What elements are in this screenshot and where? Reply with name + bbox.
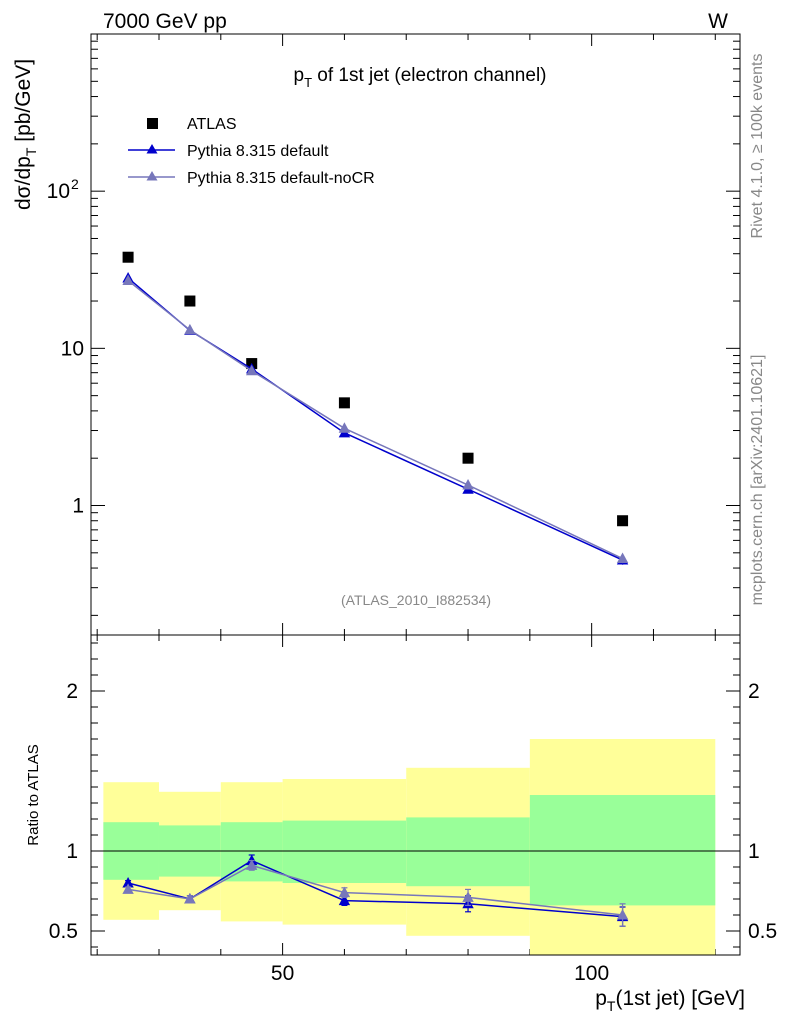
legend-atlas-marker <box>147 118 158 129</box>
nocr-main-point-1 <box>184 323 196 335</box>
analysis-watermark: (ATLAS_2010_I882534) <box>341 592 491 608</box>
nocr-ratio-point-3 <box>338 886 351 898</box>
atlas-data-point-3 <box>338 397 350 409</box>
nocr-ratio-line <box>127 864 623 916</box>
ratio-ytick-label-left-0: 0.5 <box>49 920 78 943</box>
ratio-ytick-label-left-2: 2 <box>66 680 78 703</box>
header-process-label: W <box>708 10 728 33</box>
main-ytick-label-0: 1 <box>72 495 84 518</box>
nocr-main-point-3 <box>338 422 351 433</box>
main-ytick-label-1: 10 <box>61 337 84 360</box>
main-ytick-label-2: 10 <box>47 180 70 203</box>
ratio-xlabel: pT(1st jet) [GeV] <box>595 987 745 1014</box>
pythia-ratio-line <box>127 859 623 918</box>
mcplots-credit-label: mcplots.cern.ch [arXiv:2401.10621] <box>749 355 766 606</box>
ratio-ylabel: Ratio to ATLAS <box>25 744 42 845</box>
main-ylabel: dσ/dpT [pb/GeV] <box>12 59 39 210</box>
nocr-main-point-5 <box>616 552 629 564</box>
ratio-ytick-label-right-1: 1 <box>748 840 760 863</box>
atlas-data-point-5 <box>617 515 629 527</box>
ratio-xtick-label-1: 100 <box>574 962 609 985</box>
nocr-main-line <box>127 279 623 560</box>
nocr-main-point-4 <box>462 479 474 490</box>
ratio-plot-frame <box>90 634 741 956</box>
nocr-ratio-point-5 <box>616 909 629 920</box>
nocr-ratio-point-1 <box>184 893 196 904</box>
ratio-ytick-label-right-2: 2 <box>748 680 760 703</box>
nocr-ratio-point-4 <box>462 891 474 902</box>
ratio-ytick-label-right-0: 0.5 <box>748 920 777 943</box>
rivet-version-label: Rivet 4.1.0, ≥ 100k events <box>749 54 766 239</box>
nocr-ratio-point-0 <box>122 883 134 894</box>
ratio-xtick-label-0: 50 <box>271 962 294 985</box>
main-ytick-label-sup-2: 2 <box>71 176 79 192</box>
legend-atlas-label: ATLAS <box>187 116 237 133</box>
nocr-main-point-2 <box>246 364 258 376</box>
pythia-main-line <box>127 277 623 561</box>
pythia-ratio-point-3 <box>338 894 351 906</box>
legend-nocr-marker <box>146 171 158 181</box>
ratio-band-inner-4 <box>406 817 530 887</box>
nocr-main-point-0 <box>122 274 134 286</box>
legend: ATLAS Pythia 8.315 default Pythia 8.315 … <box>128 116 375 187</box>
header-energy-label: 7000 GeV pp <box>103 10 227 33</box>
atlas-data-point-4 <box>462 452 474 464</box>
ratio-ytick-label-left-1: 1 <box>66 840 78 863</box>
legend-nocr-label: Pythia 8.315 default-noCR <box>187 170 375 187</box>
atlas-data-point-1 <box>184 295 196 307</box>
main-title: pT of 1st jet (electron channel) <box>294 65 547 90</box>
ratio-band-inner-5 <box>529 795 716 906</box>
legend-pythia-label: Pythia 8.315 default <box>187 143 329 160</box>
ratio-plot-area: 0.5 0.5 1 1 2 2 <box>49 642 777 955</box>
pythia-ratio-point-0 <box>122 877 134 888</box>
legend-pythia-marker <box>146 144 158 154</box>
ratio-band-inner-3 <box>282 820 407 883</box>
nocr-ratio-point-2 <box>246 859 258 870</box>
atlas-data-point-0 <box>122 251 134 263</box>
